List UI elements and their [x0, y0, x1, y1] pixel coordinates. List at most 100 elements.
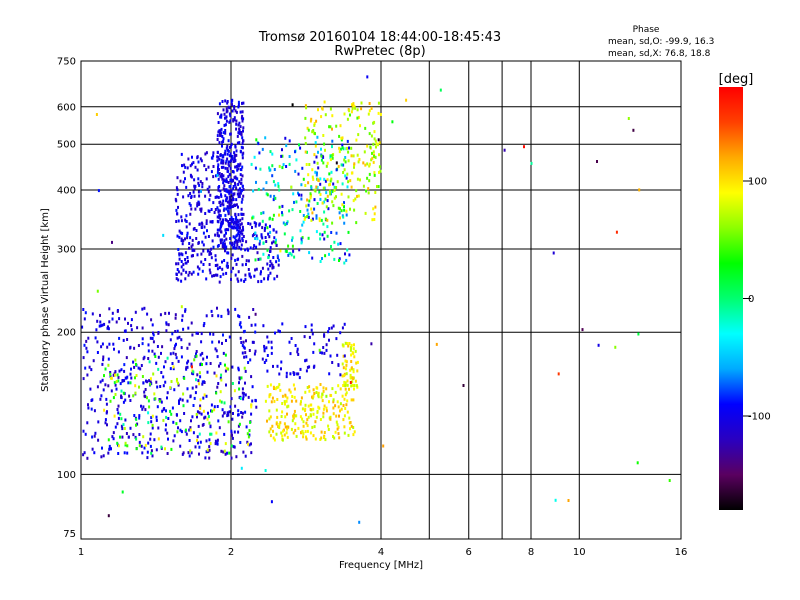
x-tick-label: 1	[78, 547, 84, 558]
data-point	[162, 418, 165, 422]
data-point	[314, 420, 317, 424]
data-point	[373, 130, 376, 134]
data-point	[285, 250, 288, 253]
data-point	[134, 376, 136, 380]
data-point	[224, 228, 227, 232]
data-point	[177, 426, 179, 430]
data-point	[240, 222, 243, 226]
data-point	[345, 258, 348, 262]
data-point	[306, 418, 309, 422]
data-point	[308, 389, 311, 393]
data-point	[254, 349, 257, 353]
data-point	[122, 400, 125, 404]
data-point	[277, 184, 280, 188]
data-point	[330, 245, 332, 248]
data-point	[237, 413, 239, 417]
data-point	[314, 170, 317, 174]
data-point	[100, 394, 103, 398]
data-point	[179, 179, 182, 183]
data-point	[269, 250, 271, 253]
data-point	[252, 340, 255, 344]
data-point	[235, 198, 238, 202]
data-point	[364, 163, 367, 167]
data-point	[302, 177, 305, 181]
data-point	[176, 413, 178, 417]
data-point	[135, 417, 138, 421]
data-point	[185, 270, 188, 274]
data-point	[236, 141, 239, 145]
data-point	[323, 404, 326, 408]
data-point	[307, 215, 310, 219]
data-point	[227, 149, 230, 153]
data-point	[319, 197, 322, 201]
data-point	[318, 219, 321, 223]
data-point	[348, 146, 350, 150]
data-point	[275, 432, 278, 436]
data-point	[343, 112, 346, 116]
data-point	[308, 251, 311, 255]
data-point	[239, 239, 242, 243]
data-point	[169, 367, 172, 371]
data-point	[352, 199, 355, 203]
data-point	[216, 438, 219, 442]
data-point	[319, 232, 321, 236]
data-point	[342, 354, 345, 358]
data-point	[126, 338, 129, 341]
data-point	[304, 184, 307, 187]
data-point	[109, 371, 112, 374]
data-point	[321, 201, 324, 205]
data-point	[219, 204, 222, 207]
data-point	[343, 425, 346, 429]
data-point	[255, 267, 258, 271]
data-point	[198, 382, 201, 386]
data-point	[229, 152, 232, 156]
data-point	[194, 391, 197, 395]
data-point	[182, 451, 185, 455]
data-point	[237, 279, 240, 283]
data-point	[130, 324, 133, 328]
data-point	[127, 321, 129, 325]
data-point	[189, 394, 192, 398]
data-point	[350, 343, 353, 347]
data-point	[180, 239, 183, 242]
data-point	[255, 234, 258, 238]
data-point	[331, 200, 334, 204]
data-point	[352, 102, 355, 106]
data-point	[230, 100, 233, 104]
data-point	[352, 154, 355, 158]
data-point	[244, 248, 247, 252]
data-point	[161, 409, 164, 413]
data-point	[282, 221, 285, 225]
data-point	[288, 139, 291, 143]
data-point	[190, 272, 193, 276]
data-point	[341, 394, 344, 398]
data-point	[224, 123, 227, 127]
data-point	[105, 402, 108, 406]
data-point	[273, 168, 276, 171]
data-point	[349, 421, 352, 424]
data-point	[294, 414, 297, 418]
data-point	[241, 351, 244, 355]
data-point	[358, 158, 361, 161]
data-point	[328, 252, 330, 256]
data-point	[343, 322, 346, 326]
data-point	[328, 327, 331, 331]
data-point	[377, 111, 380, 115]
data-point	[281, 434, 284, 438]
data-point	[233, 107, 236, 111]
data-point	[186, 346, 189, 350]
data-point	[311, 130, 314, 134]
data-point	[227, 175, 230, 179]
data-point	[123, 427, 126, 430]
data-point	[190, 451, 193, 455]
data-point	[122, 423, 125, 427]
data-point	[368, 179, 371, 183]
data-point	[104, 383, 107, 387]
data-point	[198, 194, 201, 198]
data-point	[177, 270, 180, 274]
data-point	[269, 168, 272, 172]
data-point	[331, 248, 334, 252]
data-point	[288, 155, 291, 158]
data-point	[329, 107, 332, 111]
data-point	[160, 371, 163, 374]
